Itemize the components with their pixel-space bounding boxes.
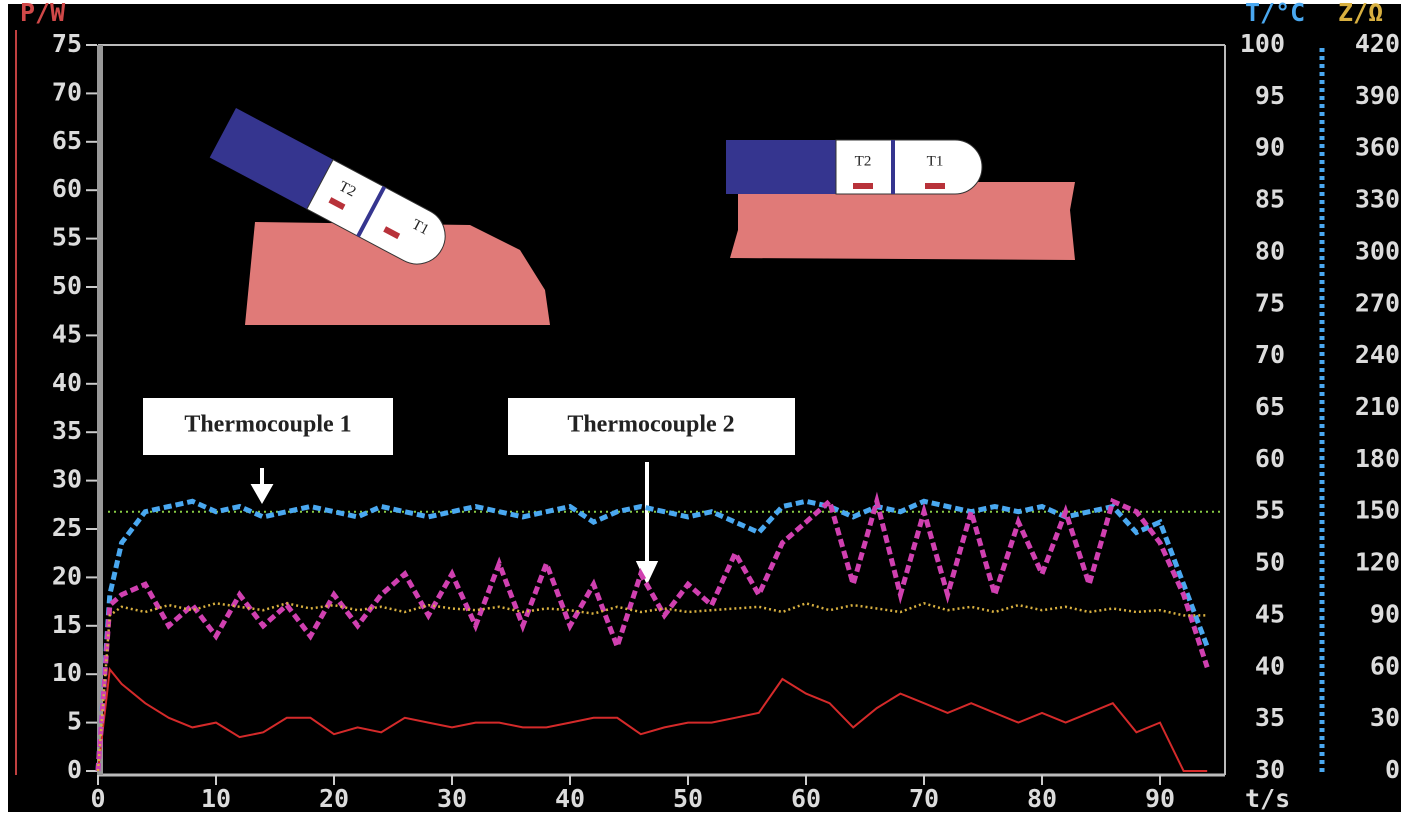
- y-tick-label: 15: [52, 610, 82, 639]
- y-tick-label: 35: [52, 416, 82, 445]
- y3-tick-label: 90: [1370, 599, 1400, 628]
- y2-tick-label: 30: [1255, 755, 1285, 784]
- x-tick-label: 30: [437, 784, 467, 813]
- y3-tick-label: 120: [1355, 548, 1400, 577]
- y3-tick-label: 180: [1355, 444, 1400, 473]
- y2-tick-label: 100: [1240, 29, 1285, 58]
- y3-tick-label: 270: [1355, 288, 1400, 317]
- y2-axis-title: T/°C: [1245, 0, 1305, 27]
- y2-tick-label: 70: [1255, 340, 1285, 369]
- x-tick-label: 60: [791, 784, 821, 813]
- y2-tick-label: 40: [1255, 651, 1285, 680]
- y2-tick-label: 50: [1255, 548, 1285, 577]
- page: T2 T1 T2 T1 Thermocouple 1 Thermocouple …: [0, 0, 1409, 816]
- x-tick-label: 90: [1145, 784, 1175, 813]
- y2-tick-label: 75: [1255, 288, 1285, 317]
- y2-tick-label: 55: [1255, 496, 1285, 525]
- y-axis-title: P/W: [20, 0, 66, 27]
- y3-tick-label: 300: [1355, 236, 1400, 265]
- y3-tick-label: 390: [1355, 81, 1400, 110]
- y-tick-label: 70: [52, 77, 82, 106]
- y2-tick-label: 95: [1255, 81, 1285, 110]
- y-tick-label: 10: [52, 658, 82, 687]
- y2-tick-label: 60: [1255, 444, 1285, 473]
- diagram-label: T2: [855, 153, 872, 169]
- y-tick-label: 5: [67, 707, 82, 736]
- x-tick-label: 80: [1027, 784, 1057, 813]
- chart: T2 T1 T2 T1 Thermocouple 1 Thermocouple …: [0, 0, 1409, 816]
- y3-tick-label: 150: [1355, 496, 1400, 525]
- y3-tick-label: 360: [1355, 133, 1400, 162]
- x-axis-title: t/s: [1245, 784, 1290, 813]
- y-tick-label: 25: [52, 513, 82, 542]
- x-tick-label: 70: [909, 784, 939, 813]
- diagram-label: T1: [927, 153, 944, 169]
- annotation: Thermocouple 1: [184, 412, 351, 438]
- y3-tick-label: 0: [1385, 755, 1400, 784]
- y3-tick-label: 30: [1370, 703, 1400, 732]
- y2-tick-label: 90: [1255, 133, 1285, 162]
- y-tick-label: 55: [52, 223, 82, 252]
- y3-axis-title: Z/Ω: [1338, 0, 1383, 27]
- y2-tick-label: 80: [1255, 236, 1285, 265]
- y-tick-label: 50: [52, 271, 82, 300]
- y-tick-label: 75: [52, 29, 82, 58]
- y2-tick-label: 65: [1255, 392, 1285, 421]
- annotation: Thermocouple 2: [567, 412, 734, 438]
- x-tick-label: 40: [555, 784, 585, 813]
- x-tick-label: 0: [90, 784, 105, 813]
- y3-tick-label: 330: [1355, 185, 1400, 214]
- y2-tick-label: 45: [1255, 599, 1285, 628]
- y-tick-label: 0: [67, 755, 82, 784]
- y2-tick-label: 85: [1255, 185, 1285, 214]
- x-tick-label: 50: [673, 784, 703, 813]
- y-tick-label: 40: [52, 368, 82, 397]
- y3-tick-label: 420: [1355, 29, 1400, 58]
- y3-tick-label: 240: [1355, 340, 1400, 369]
- y-tick-label: 65: [52, 126, 82, 155]
- y-tick-label: 60: [52, 174, 82, 203]
- y2-tick-label: 35: [1255, 703, 1285, 732]
- x-tick-label: 10: [201, 784, 231, 813]
- x-tick-label: 20: [319, 784, 349, 813]
- y-tick-label: 30: [52, 465, 82, 494]
- y-tick-label: 20: [52, 561, 82, 590]
- y3-tick-label: 60: [1370, 651, 1400, 680]
- y-tick-label: 45: [52, 319, 82, 348]
- y3-tick-label: 210: [1355, 392, 1400, 421]
